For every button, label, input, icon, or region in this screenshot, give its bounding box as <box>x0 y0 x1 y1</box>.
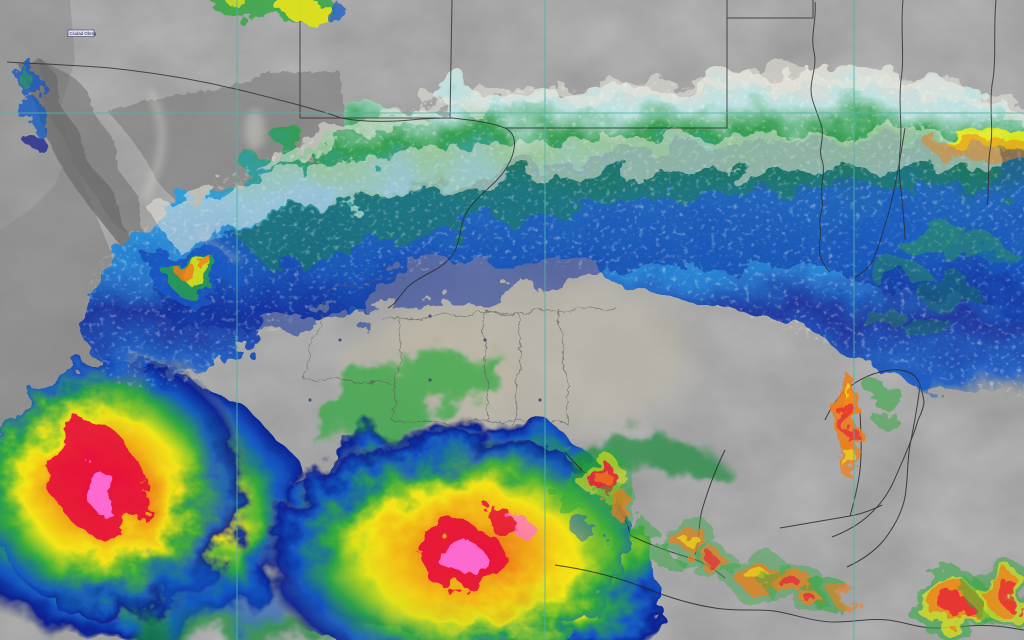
svg-text:Ciudad Obreg: Ciudad Obreg <box>70 31 97 36</box>
